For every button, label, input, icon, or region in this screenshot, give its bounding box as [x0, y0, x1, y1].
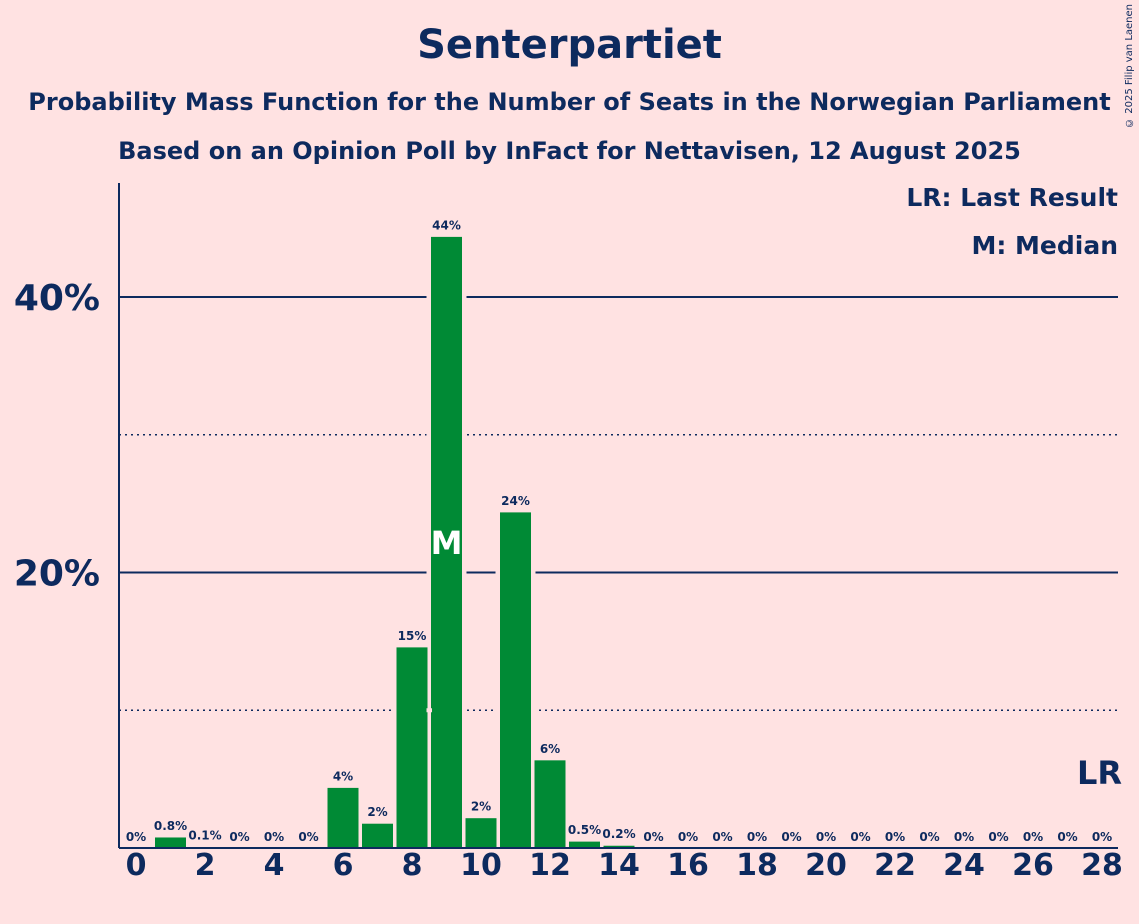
bar-value-label: 0%: [229, 830, 249, 844]
bar-value-label: 0%: [1092, 830, 1112, 844]
chart-title: Senterpartiet: [417, 22, 722, 68]
bar: [326, 786, 360, 849]
bar: [499, 511, 532, 849]
x-tick-label: 20: [805, 848, 847, 883]
bar-value-label: 0%: [264, 830, 284, 844]
x-tick-label: 28: [1081, 848, 1123, 883]
bar-value-label: 0.2%: [602, 827, 635, 841]
x-tick-label: 16: [667, 848, 709, 883]
x-tick-label: 8: [402, 848, 423, 883]
bar-value-label: 2%: [367, 805, 387, 819]
bar: [361, 822, 394, 849]
bar-value-label: 0%: [954, 830, 974, 844]
bar: [430, 235, 463, 849]
bar-value-label: 44%: [432, 218, 461, 232]
bar-value-label: 2%: [471, 800, 491, 814]
gridline-gap: [531, 708, 536, 713]
last-result-marker: LR: [1077, 754, 1122, 792]
x-tick-label: 14: [598, 848, 640, 883]
gridline-gap: [462, 295, 467, 299]
bar: [533, 759, 567, 849]
bar-value-label: 15%: [398, 629, 427, 643]
x-tick-label: 10: [460, 848, 502, 883]
x-tick-label: 18: [736, 848, 778, 883]
bar-value-label: 0%: [781, 830, 801, 844]
bar: [568, 840, 601, 849]
x-tick-label: 12: [529, 848, 571, 883]
x-tick-label: 22: [874, 848, 916, 883]
bar-value-label: 0%: [816, 830, 836, 844]
bar-value-label: 0%: [919, 830, 939, 844]
x-tick-label: 26: [1012, 848, 1054, 883]
bar-value-label: 0%: [747, 830, 767, 844]
x-tick-label: 24: [943, 848, 985, 883]
bar-value-label: 0%: [298, 830, 318, 844]
gridline-gap: [495, 570, 500, 575]
gridline-gap: [392, 708, 396, 713]
gridline-gap: [426, 295, 431, 299]
median-marker: M: [431, 524, 463, 562]
bar-value-label: 24%: [501, 494, 530, 508]
bar-value-label: 0.1%: [188, 829, 221, 843]
bar-value-label: 0%: [988, 830, 1008, 844]
bar-value-label: 0.8%: [154, 819, 187, 833]
chart-subtitle-source: Based on an Opinion Poll by InFact for N…: [118, 137, 1021, 165]
bar-value-label: 0%: [1023, 830, 1043, 844]
bar: [154, 836, 187, 849]
bar-value-label: 0%: [126, 830, 146, 844]
bar: [464, 817, 498, 849]
y-tick-label: 20%: [14, 554, 100, 595]
bar-value-label: 0%: [850, 830, 870, 844]
bar-value-label: 0%: [1057, 830, 1077, 844]
x-tick-label: 4: [264, 848, 285, 883]
bar-value-label: 6%: [540, 742, 560, 756]
bar: [395, 646, 429, 849]
gridline-gap: [462, 432, 467, 437]
gridline-gap: [426, 708, 431, 713]
legend-median: M: Median: [971, 231, 1118, 260]
bar-value-label: 0%: [712, 830, 732, 844]
bar-value-label: 4%: [333, 769, 353, 783]
gridline-gap: [495, 708, 500, 713]
x-tick-label: 0: [126, 848, 147, 883]
bar-value-label: 0%: [678, 830, 698, 844]
bar-value-label: 0.5%: [568, 823, 601, 837]
bar-value-label: 0%: [885, 830, 905, 844]
x-tick-label: 6: [333, 848, 354, 883]
x-tick-label: 2: [195, 848, 216, 883]
gridline-gap: [462, 570, 467, 575]
y-tick-label: 40%: [14, 278, 100, 319]
gridline-gap: [462, 708, 467, 713]
gridline-gap: [426, 570, 431, 575]
gridline-gap: [531, 570, 536, 575]
gridline-gap: [426, 432, 431, 437]
chart-subtitle: Probability Mass Function for the Number…: [28, 88, 1111, 116]
bar-value-label: 0%: [643, 830, 663, 844]
legend-last-result: LR: Last Result: [906, 183, 1118, 212]
